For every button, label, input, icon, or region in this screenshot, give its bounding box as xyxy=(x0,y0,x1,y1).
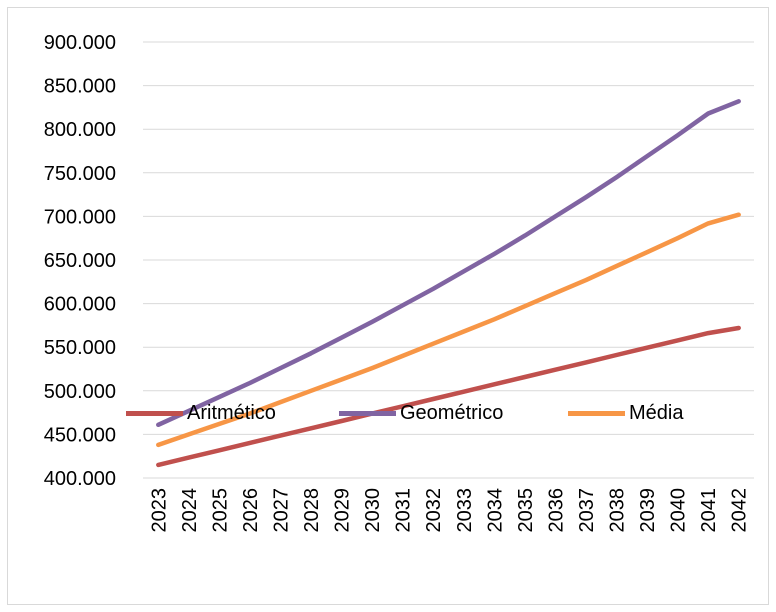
legend-item: Média xyxy=(568,398,683,428)
legend: Aritmético Geométrico Média xyxy=(0,398,776,428)
y-tick-label: 500.000 xyxy=(44,381,116,403)
x-tick-label: 2035 xyxy=(515,488,537,533)
series-line-0 xyxy=(156,325,741,468)
x-tick-label: 2033 xyxy=(454,488,476,532)
y-tick-label: 400.000 xyxy=(44,468,116,490)
y-tick-label: 650.000 xyxy=(44,250,116,272)
x-tick-label: 2024 xyxy=(179,488,201,533)
legend-swatch xyxy=(568,410,625,416)
y-axis-ticks: 400.000 450.000 500.000 550.000 600.000 650.0… xyxy=(44,32,116,490)
chart-area xyxy=(7,7,769,605)
x-tick-label: 2026 xyxy=(240,488,262,533)
x-tick-label: 2023 xyxy=(148,488,170,533)
y-tick-label: 700.000 xyxy=(44,206,116,228)
y-tick-label: 600.000 xyxy=(44,294,116,316)
gridlines xyxy=(143,41,754,479)
series-line-2 xyxy=(156,212,741,448)
legend-label: Aritmético xyxy=(187,401,276,424)
x-tick-label: 2025 xyxy=(209,488,231,533)
series-lines xyxy=(156,99,741,468)
x-tick-label: 2037 xyxy=(576,488,598,533)
x-tick-label: 2029 xyxy=(332,488,354,533)
x-tick-label: 2034 xyxy=(484,488,506,533)
series-line-1 xyxy=(156,99,741,428)
x-tick-label: 2030 xyxy=(362,488,384,533)
y-tick-label: 900.000 xyxy=(44,32,116,54)
x-tick-label: 2028 xyxy=(301,488,323,533)
legend-swatch xyxy=(126,410,183,416)
legend-label: Média xyxy=(629,401,684,424)
y-tick-label: 800.000 xyxy=(44,119,116,141)
x-tick-label: 2027 xyxy=(270,488,292,533)
x-tick-label: 2040 xyxy=(668,488,690,533)
legend-swatch xyxy=(339,410,396,416)
x-tick-label: 2039 xyxy=(637,488,659,533)
y-tick-label: 550.000 xyxy=(44,337,116,359)
x-tick-label: 2041 xyxy=(698,488,720,533)
y-tick-label: 450.000 xyxy=(44,424,116,446)
legend-label: Geométrico xyxy=(400,401,504,424)
x-tick-label: 2032 xyxy=(423,488,445,533)
x-tick-label: 2036 xyxy=(545,488,567,533)
x-axis-ticks: 2023 2024 2025 2026 2027 2028 2029 2030 2031 2032… xyxy=(148,488,750,533)
y-tick-label: 750.000 xyxy=(44,163,116,185)
y-tick-label: 850.000 xyxy=(44,76,116,98)
legend-item: Geométrico xyxy=(339,398,503,428)
legend-item: Aritmético xyxy=(126,398,276,428)
x-tick-label: 2042 xyxy=(729,488,751,533)
x-tick-label: 2031 xyxy=(393,488,415,533)
x-tick-label: 2038 xyxy=(607,488,629,533)
